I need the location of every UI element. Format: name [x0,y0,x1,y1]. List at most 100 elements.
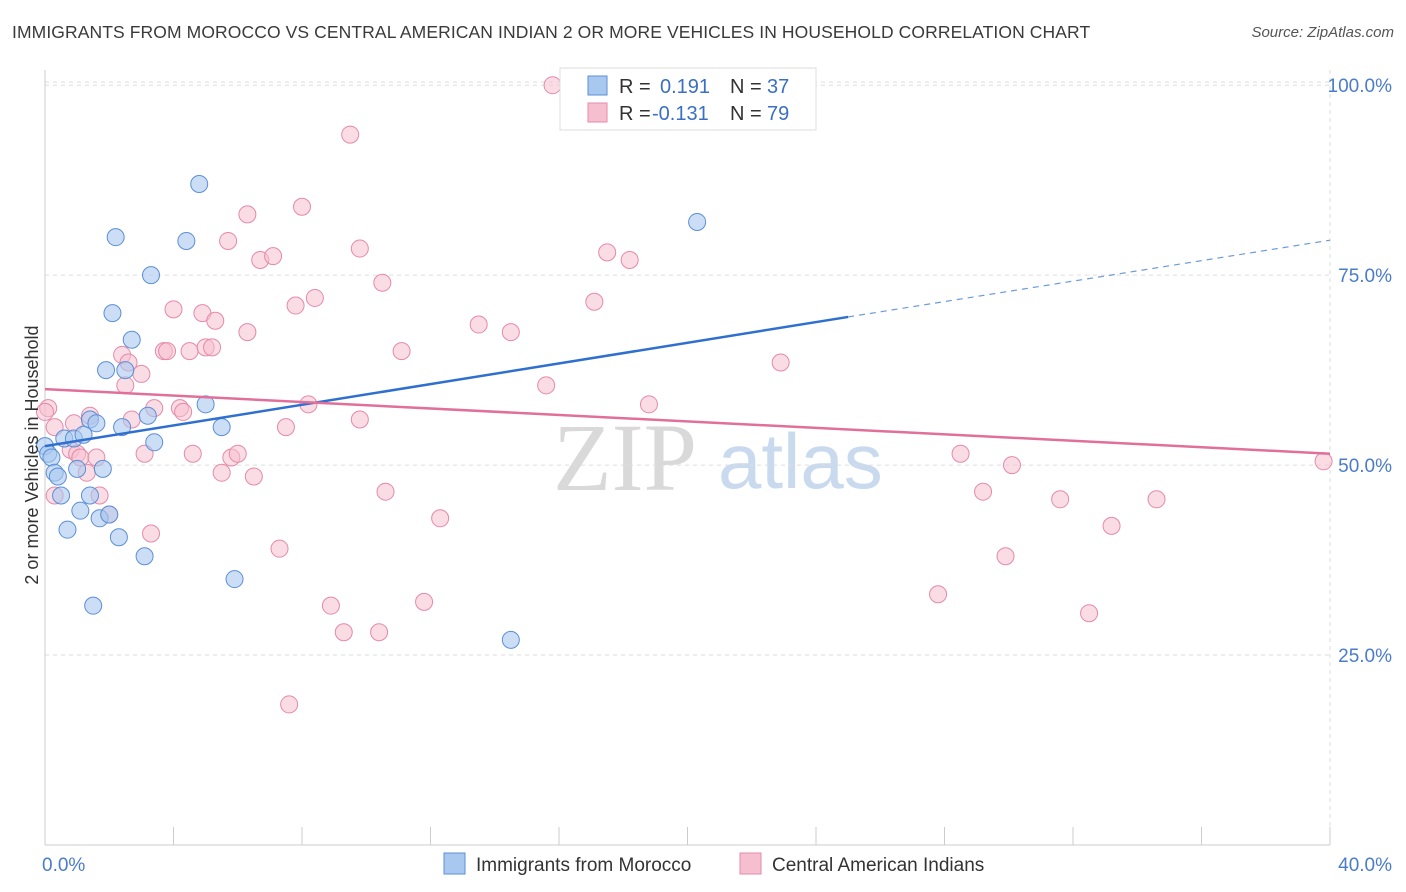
stats-legend: R = 0.191 N = 37 R = -0.131 N = 79 [559,67,817,131]
central-american-point-30 [206,311,225,330]
morocco-trendline [44,315,849,448]
y-tick-label-2: 75.0% [1338,266,1392,287]
morocco-point-5 [52,486,71,505]
morocco-point-24 [116,361,135,380]
morocco-point-33 [212,418,231,437]
bottom-legend-swatch-morocco [443,852,466,875]
morocco-point-34 [225,570,244,589]
morocco-point-35 [501,630,520,649]
central-american-point-65 [639,395,658,414]
central-american-point-68 [929,585,948,604]
morocco-trendline-extension [848,239,1331,318]
morocco-point-9 [68,459,87,478]
morocco-point-20 [103,304,122,323]
central-american-point-36 [238,205,257,224]
central-american-point-72 [1002,456,1021,475]
morocco-point-14 [84,596,103,615]
legend-r-label-morocco: R = [619,76,651,98]
central-american-point-74 [1080,604,1099,623]
morocco-point-26 [135,547,154,566]
central-american-point-44 [293,197,311,216]
central-american-trendline [44,387,1331,455]
legend-n-value-central-american: 79 [767,103,789,125]
y-tick-label-3: 100.0% [1328,76,1393,97]
morocco-point-4 [48,467,67,486]
central-american-point-46 [305,288,324,307]
zipatlas-watermark: ZIP atlas [553,404,883,511]
central-american-point-42 [280,695,299,714]
central-american-point-59 [501,323,520,342]
bottom-legend-label-central-american: Central American Indians [772,855,984,876]
central-american-point-16 [132,364,151,383]
y-tick-label-1: 50.0% [1338,456,1392,477]
central-american-point-56 [415,592,434,611]
y-tick-labels: 25.0% 50.0% 75.0% 100.0% [1328,76,1393,667]
morocco-point-23 [113,418,132,437]
central-american-point-49 [341,125,360,144]
central-american-point-63 [598,243,617,262]
central-american-point-18 [142,524,161,543]
trendlines [44,239,1331,455]
central-american-point-53 [373,273,392,292]
x-tick-label-0: 0.0% [42,855,85,876]
central-american-point-69 [951,444,970,463]
central-american-point-22 [164,300,183,319]
morocco-point-15 [87,414,106,433]
morocco-point-31 [190,174,209,193]
morocco-point-36 [688,212,707,231]
series-legend: Immigrants from Morocco Central American… [443,852,984,876]
central-american-point-73 [1051,490,1070,509]
central-american-point-50 [350,410,369,429]
morocco-point-17 [93,459,112,478]
central-american-point-32 [219,231,238,250]
central-american-point-52 [370,623,389,642]
legend-swatch-morocco [587,75,608,96]
central-american-point-64 [620,250,639,269]
central-american-point-39 [264,247,283,266]
central-american-point-41 [276,418,295,437]
central-american-point-40 [270,539,289,558]
x-tick-label-1: 40.0% [1338,855,1392,876]
morocco-point-30 [177,231,196,250]
central-american-point-47 [321,596,340,615]
central-american-point-71 [996,547,1015,566]
chart-title: IMMIGRANTS FROM MOROCCO VS CENTRAL AMERI… [12,22,1091,42]
morocco-point-7 [58,520,77,539]
central-american-point-13 [116,376,135,395]
central-american-point-70 [974,482,993,501]
central-american-point-43 [286,296,305,315]
central-american-point-62 [585,292,604,311]
central-american-point-77 [1314,452,1333,471]
bottom-legend-label-morocco: Immigrants from Morocco [476,855,691,876]
central-american-point-61 [543,76,562,95]
morocco-point-25 [122,330,141,349]
central-american-point-76 [1147,490,1166,509]
morocco-point-32 [196,395,215,414]
morocco-points [36,174,707,649]
central-american-point-78 [36,402,54,421]
watermark-atlas: atlas [718,417,883,505]
morocco-point-21 [106,228,125,247]
central-american-point-24 [174,402,193,421]
central-american-point-34 [228,444,247,463]
central-american-point-21 [158,342,177,361]
central-american-point-51 [350,239,369,258]
central-american-point-31 [212,463,231,482]
bottom-legend-swatch-central-american [739,852,762,875]
central-american-point-58 [469,315,488,334]
morocco-point-28 [142,266,161,285]
morocco-point-27 [138,406,157,425]
central-american-point-26 [183,444,202,463]
central-american-indians-points [36,76,1333,714]
legend-r-value-morocco: 0.191 [660,76,710,98]
morocco-point-2 [42,448,61,467]
legend-swatch-central-american [587,102,608,123]
central-american-point-67 [771,353,790,372]
morocco-point-22 [109,528,128,547]
central-american-point-75 [1102,516,1121,535]
central-american-point-60 [537,376,556,395]
legend-r-label-central-american: R = [619,103,651,125]
morocco-point-10 [71,501,90,520]
chart-source: Source: ZipAtlas.com [1251,24,1394,41]
